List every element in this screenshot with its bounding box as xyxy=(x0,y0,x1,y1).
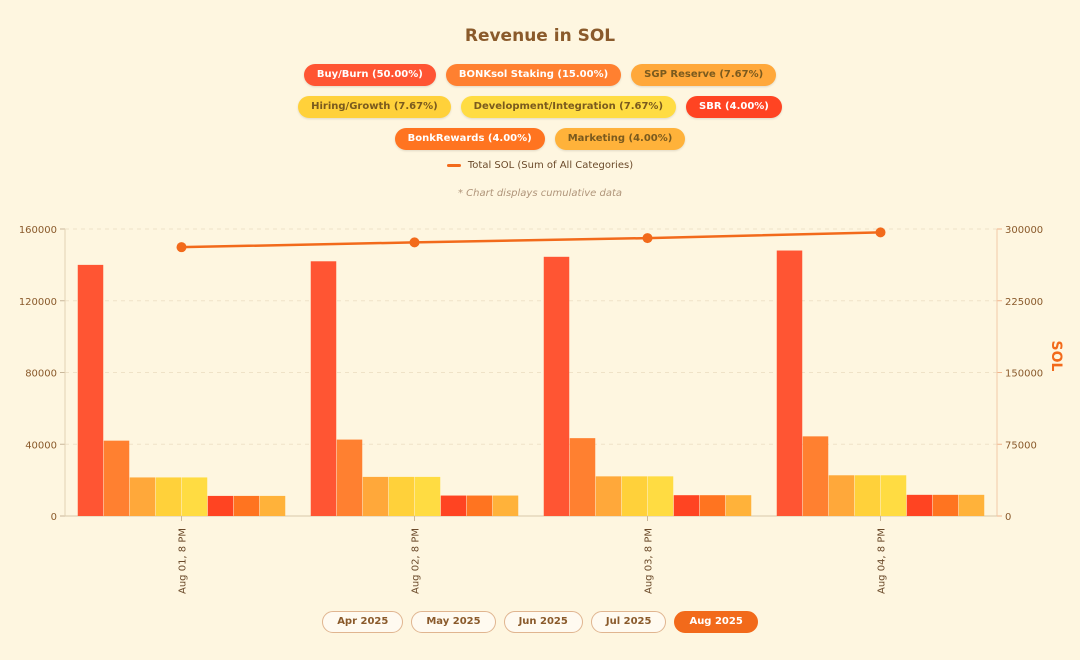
legend-pill[interactable]: Buy/Burn (50.00%) xyxy=(303,64,436,86)
y2-tick-label: 300000 xyxy=(1005,225,1043,236)
bar xyxy=(880,475,907,516)
month-button[interactable]: Apr 2025 xyxy=(322,611,404,633)
bar xyxy=(388,476,415,516)
legend-pill[interactable]: Hiring/Growth (7.67%) xyxy=(298,96,451,118)
bar xyxy=(77,264,104,516)
month-button[interactable]: May 2025 xyxy=(411,611,496,633)
month-button[interactable]: Aug 2025 xyxy=(674,611,758,633)
y2-tick-label: 150000 xyxy=(1005,369,1043,380)
bar xyxy=(906,494,933,516)
y2-tick-label: 225000 xyxy=(1005,297,1043,308)
legend-row-1: Buy/Burn (50.00%) BONKsol Staking (15.00%… xyxy=(0,64,1080,86)
bar xyxy=(440,495,467,516)
y-tick-label: 40000 xyxy=(25,440,57,451)
y-tick-label: 120000 xyxy=(19,297,57,308)
bar xyxy=(621,476,648,516)
chart-area: 0 40000 80000 120000 160000 0 75000 150000 22500… xyxy=(19,225,1064,594)
bar xyxy=(802,436,829,516)
total-line-point xyxy=(642,233,653,244)
bar xyxy=(699,495,726,516)
total-line-point xyxy=(875,227,886,238)
y2-tick-label: 0 xyxy=(1005,512,1011,523)
bar xyxy=(466,495,493,516)
bar xyxy=(129,477,156,516)
line-legend-swatch xyxy=(446,164,461,167)
x-tick-label: Aug 04, 8 PM xyxy=(877,528,888,594)
total-line xyxy=(181,231,881,249)
bar xyxy=(958,494,985,516)
y-tick-label: 80000 xyxy=(25,369,57,380)
bar xyxy=(414,476,441,516)
bar xyxy=(854,475,881,516)
bar xyxy=(492,495,519,516)
legend-row-2: Hiring/Growth (7.67%) Development/Integra… xyxy=(0,96,1080,118)
total-line-point xyxy=(176,242,187,253)
legend-pill[interactable]: Marketing (4.00%) xyxy=(554,128,686,150)
bar xyxy=(207,495,234,516)
bar xyxy=(673,495,700,516)
line-legend-label: Total SOL (Sum of All Categories) xyxy=(467,160,634,171)
bar xyxy=(310,261,337,516)
bar xyxy=(362,476,389,516)
bar xyxy=(725,495,752,516)
chart-title: Revenue in SOL xyxy=(464,26,616,46)
month-selector: Apr 2025 May 2025 Jun 2025 Jul 2025 Aug 2025 xyxy=(0,611,1080,633)
bar xyxy=(543,256,570,516)
bar xyxy=(259,495,286,516)
legend-pill[interactable]: BonkRewards (4.00%) xyxy=(394,128,545,150)
total-line-point xyxy=(409,237,420,248)
bar xyxy=(932,494,959,516)
bar xyxy=(828,475,855,516)
legend-pill[interactable]: SGP Reserve (7.67%) xyxy=(631,64,777,86)
legend-pill[interactable]: SBR (4.00%) xyxy=(686,96,782,118)
bar xyxy=(103,440,130,516)
bar xyxy=(181,477,208,516)
line-legend-item[interactable]: Total SOL (Sum of All Categories) xyxy=(0,160,1080,171)
y2-tick-label: 75000 xyxy=(1005,440,1037,451)
y-tick-label: 0 xyxy=(51,512,57,523)
y2-axis-title: SOL xyxy=(1048,341,1064,372)
bar xyxy=(595,476,622,516)
x-tick-label: Aug 01, 8 PM xyxy=(178,528,189,594)
month-button[interactable]: Jun 2025 xyxy=(503,611,583,633)
bar xyxy=(569,438,596,516)
y-tick-label: 160000 xyxy=(19,225,57,236)
cumulative-note: * Chart displays cumulative data xyxy=(457,188,623,199)
bar xyxy=(776,250,803,516)
legend-row-3: BonkRewards (4.00%) Marketing (4.00%) xyxy=(0,128,1080,150)
x-tick-label: Aug 03, 8 PM xyxy=(644,528,655,594)
bar xyxy=(336,439,363,516)
bar xyxy=(647,476,674,516)
x-tick-label: Aug 02, 8 PM xyxy=(411,528,422,594)
legend-pill[interactable]: Development/Integration (7.67%) xyxy=(460,96,677,118)
bar xyxy=(155,477,182,516)
month-button[interactable]: Jul 2025 xyxy=(590,611,667,633)
legend-pill[interactable]: BONKsol Staking (15.00%) xyxy=(445,64,622,86)
bar xyxy=(233,495,260,516)
